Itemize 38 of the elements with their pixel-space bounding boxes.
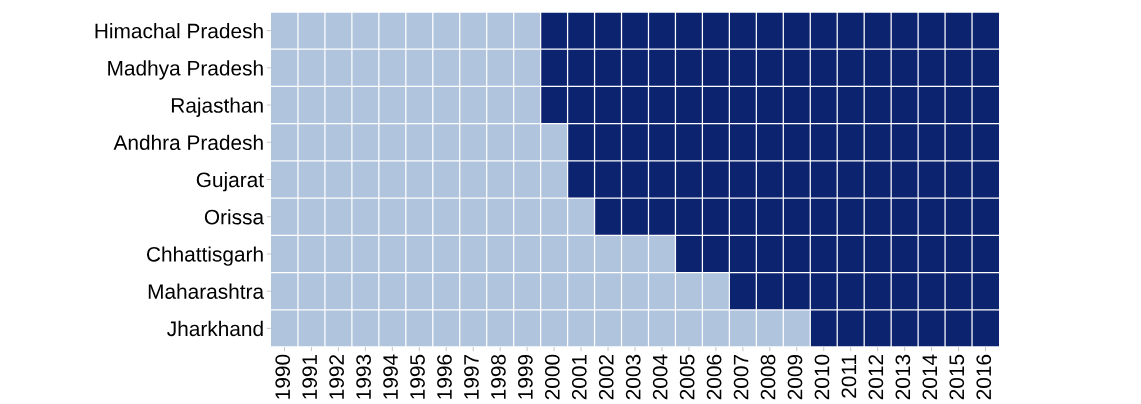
y-tick-label: Gujarat bbox=[196, 171, 264, 192]
y-tick-label: Madhya Pradesh bbox=[108, 60, 263, 80]
bar bbox=[271, 161, 568, 198]
y-tick-label: Orissa bbox=[204, 209, 265, 225]
x-tick-label: 2015 bbox=[949, 354, 965, 400]
x-tick-label: 2001 bbox=[571, 354, 587, 400]
y-tick-label: Chhattisgarh bbox=[147, 246, 263, 266]
x-tick-label: 1992 bbox=[329, 354, 344, 399]
y-tick-label: Andhra Pradesh bbox=[113, 134, 263, 151]
x-tick-label: 2016 bbox=[976, 354, 992, 400]
x-tick-label: 1991 bbox=[302, 354, 318, 399]
x-tick-label: 2009 bbox=[787, 354, 803, 400]
x-tick-label: 2014 bbox=[922, 354, 938, 400]
x-tick-label: 2006 bbox=[706, 354, 722, 400]
x-tick-label: 2012 bbox=[868, 354, 884, 400]
x-tick-label: 1998 bbox=[491, 354, 506, 399]
x-tick-label: 2011 bbox=[841, 354, 857, 398]
x-tick-label: 2008 bbox=[760, 354, 776, 400]
y-tick-label: Himachal Pradesh bbox=[95, 23, 263, 39]
bar bbox=[567, 161, 999, 198]
x-tick-label: 1997 bbox=[464, 354, 479, 399]
x-tick-label: 1995 bbox=[410, 354, 425, 399]
x-tick-label: 2013 bbox=[895, 354, 911, 400]
y-tick-label: Rajasthan bbox=[171, 97, 263, 117]
x-tick-label: 2004 bbox=[652, 354, 668, 400]
x-tick-label: 2003 bbox=[625, 354, 641, 400]
x-tick-label: 1990 bbox=[275, 354, 291, 399]
x-tick-label: 1994 bbox=[383, 354, 398, 399]
x-tick-label: 2010 bbox=[814, 354, 830, 400]
x-tick-label: 1996 bbox=[437, 354, 452, 399]
x-tick-label: 2005 bbox=[679, 354, 695, 400]
x-tick-label: 1999 bbox=[517, 354, 533, 399]
x-tick-label: 2002 bbox=[598, 354, 614, 400]
x-tick-label: 2000 bbox=[544, 354, 560, 400]
y-tick-label: Maharashtra bbox=[148, 283, 265, 299]
y-tick-label: Jharkhand bbox=[167, 320, 263, 337]
x-tick-label: 2007 bbox=[733, 354, 749, 400]
x-tick-label: 1993 bbox=[356, 354, 371, 399]
